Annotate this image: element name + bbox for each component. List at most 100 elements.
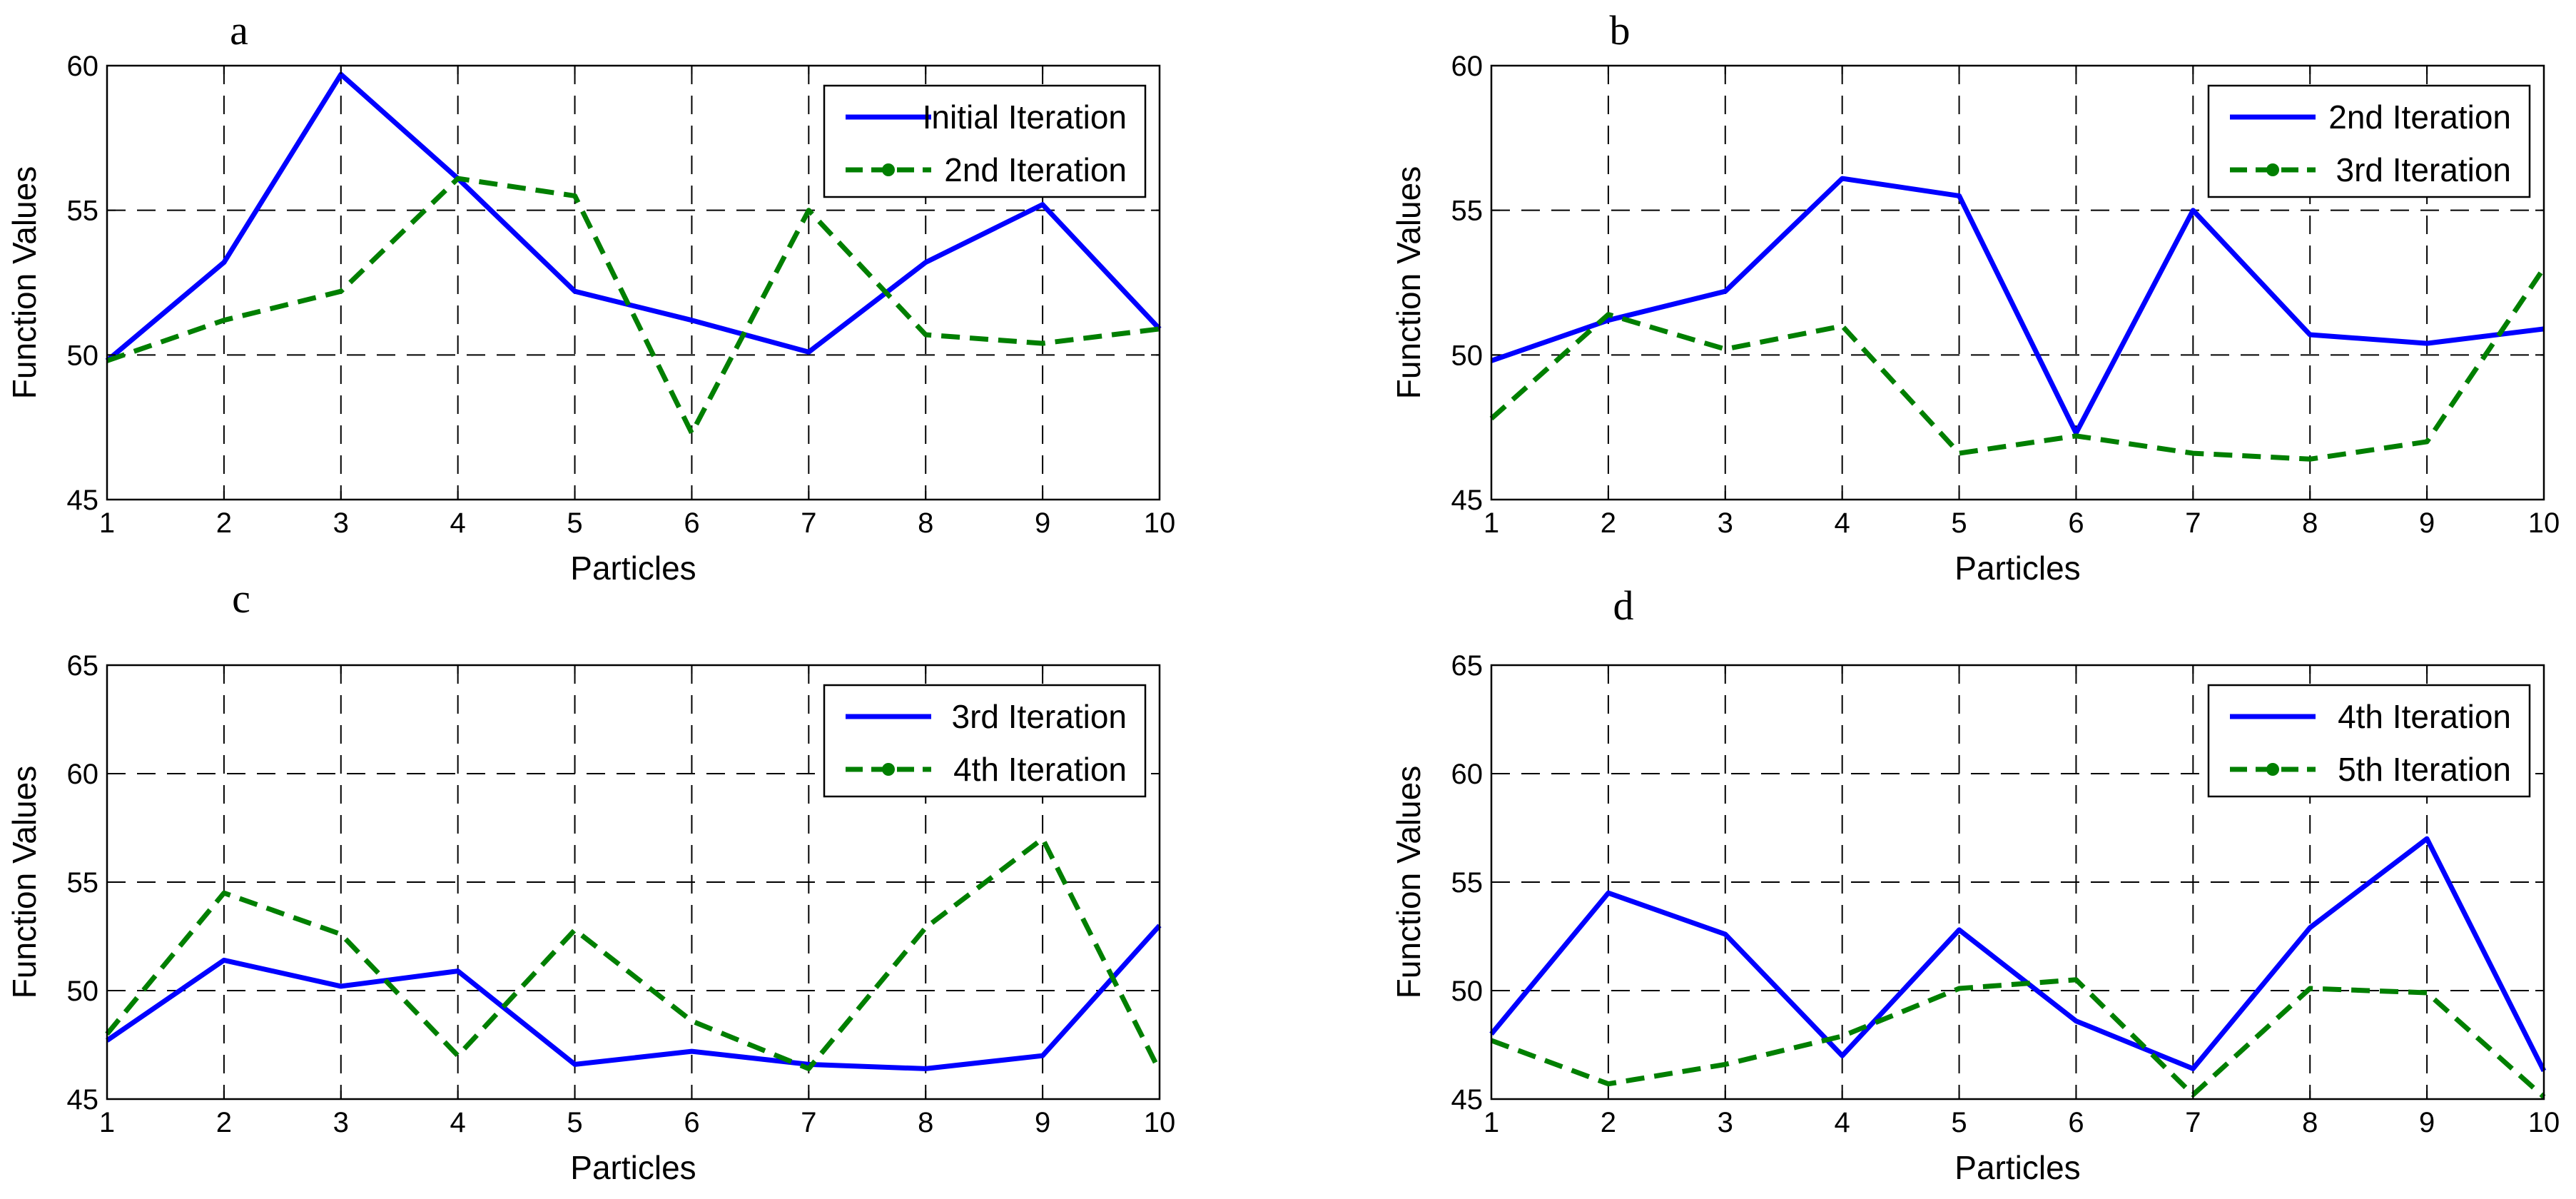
x-tick-label: 6: [684, 507, 699, 539]
y-tick-label: 45: [67, 1084, 99, 1115]
legend-label-1: 4th Iteration: [2338, 698, 2511, 735]
x-tick-label: 3: [1718, 1107, 1733, 1138]
series-line-2: [1489, 266, 2546, 462]
axes-box: [1490, 64, 2545, 501]
legend-label-1: 2nd Iteration: [2328, 98, 2511, 136]
series-line-1: [106, 924, 1162, 1071]
x-tick-label: 7: [2185, 1107, 2201, 1138]
y-tick-label: 50: [1451, 340, 1484, 371]
x-tick-label: 6: [2068, 1107, 2084, 1138]
x-tick-label: 1: [99, 507, 115, 539]
legend-marker: [2266, 163, 2279, 176]
legend-marker: [2266, 763, 2279, 776]
x-tick-label: 6: [2068, 507, 2084, 539]
x-tick-label: 9: [1035, 1107, 1050, 1138]
x-tick-label: 5: [1951, 507, 1967, 539]
series-line-2: [1490, 977, 2546, 1099]
y-tick-label: 45: [1451, 485, 1484, 516]
x-tick-label: 7: [2185, 507, 2201, 539]
x-tick-label: 3: [333, 1107, 349, 1138]
y-tick-label: 55: [67, 867, 99, 899]
x-tick-label: 2: [1601, 1107, 1616, 1138]
legend-box: [2207, 684, 2531, 798]
panel-label: c: [232, 575, 250, 622]
y-tick-label: 45: [1451, 1084, 1484, 1115]
x-tick-label: 8: [918, 507, 933, 539]
x-tick-label: 1: [1484, 507, 1499, 539]
y-tick-label: 65: [67, 650, 99, 682]
x-tick-label: 3: [333, 507, 349, 539]
legend-label-2: 2nd Iteration: [944, 151, 1127, 188]
chart-panel-d: d1 2 3 4 5 6 7 8 9 104550556065ParticlesFunction …: [1390, 582, 2560, 1186]
y-tick-label: 55: [67, 196, 99, 227]
y-tick-label: 50: [1451, 976, 1484, 1007]
legend-label-1: 3rd Iteration: [952, 698, 1127, 735]
x-tick-label: 4: [1835, 507, 1850, 539]
chart-panel-c: c1 2 3 4 5 6 7 8 9 104550556065ParticlesFunction …: [6, 575, 1175, 1186]
x-tick-label: 9: [2419, 1107, 2435, 1138]
legend-label-2: 4th Iteration: [953, 751, 1127, 788]
legend-box: [823, 84, 1147, 198]
y-axis-label: Function Values: [6, 166, 43, 399]
x-tick-label: 5: [567, 1107, 582, 1138]
legend-marker: [882, 163, 895, 176]
y-axis-label: Function Values: [6, 766, 43, 998]
x-tick-label: 8: [2302, 507, 2318, 539]
x-tick-label: 1: [99, 1107, 115, 1138]
x-tick-label: 1: [1484, 1107, 1499, 1138]
legend-label-2: 5th Iteration: [2338, 751, 2511, 788]
panel-label: a: [230, 7, 248, 54]
x-axis-label: Particles: [1954, 1149, 2080, 1186]
panel-label: d: [1613, 582, 1634, 629]
x-tick-label: 2: [216, 1107, 232, 1138]
y-tick-label: 60: [67, 51, 99, 82]
x-tick-label: 4: [450, 507, 466, 539]
x-tick-label: 4: [1835, 1107, 1850, 1138]
y-tick-label: 55: [1451, 867, 1484, 899]
x-tick-label: 8: [2302, 1107, 2318, 1138]
x-tick-label: 10: [2528, 1107, 2560, 1138]
x-tick-label: 10: [1144, 1107, 1176, 1138]
x-axis-label: Particles: [570, 1149, 696, 1186]
y-axis-label: Function Values: [1390, 166, 1427, 399]
x-axis-label: Particles: [1954, 550, 2080, 587]
x-tick-label: 5: [1951, 1107, 1967, 1138]
y-tick-label: 50: [67, 340, 99, 371]
y-axis-label: Function Values: [1390, 766, 1427, 998]
series-line-2: [105, 836, 1162, 1073]
series-line-2: [106, 176, 1160, 436]
x-tick-label: 5: [567, 507, 582, 539]
x-tick-label: 2: [216, 507, 232, 539]
x-tick-label: 9: [2419, 507, 2435, 539]
legend-label-1: Initial Iteration: [923, 98, 1127, 136]
axes-box: [106, 64, 1161, 501]
y-tick-label: 60: [67, 759, 99, 790]
x-tick-label: 8: [918, 1107, 933, 1138]
legend-box: [2207, 84, 2531, 198]
series-line-1: [105, 71, 1162, 363]
series-line-1: [1489, 836, 2547, 1073]
x-tick-label: 10: [1144, 507, 1176, 539]
y-tick-label: 65: [1451, 650, 1484, 682]
series-line-1: [1490, 176, 2545, 436]
legend-label-2: 3rd Iteration: [2336, 151, 2511, 188]
x-tick-label: 6: [684, 1107, 699, 1138]
x-tick-label: 10: [2528, 507, 2560, 539]
x-tick-label: 2: [1601, 507, 1616, 539]
x-tick-label: 7: [801, 507, 816, 539]
legend-marker: [882, 763, 895, 776]
x-tick-label: 3: [1718, 507, 1733, 539]
y-tick-label: 50: [67, 976, 99, 1007]
y-tick-label: 60: [1451, 51, 1484, 82]
y-tick-label: 55: [1451, 196, 1484, 227]
panel-label: b: [1610, 7, 1631, 54]
x-tick-label: 4: [450, 1107, 466, 1138]
x-tick-label: 7: [801, 1107, 816, 1138]
x-axis-label: Particles: [570, 550, 696, 587]
legend-box: [823, 684, 1147, 798]
x-tick-label: 9: [1035, 507, 1050, 539]
y-tick-label: 60: [1451, 759, 1484, 790]
